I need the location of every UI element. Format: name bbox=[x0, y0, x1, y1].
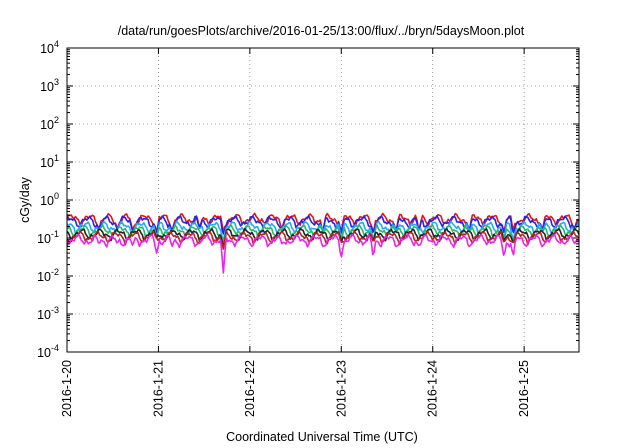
y-tick-label-base: 10 bbox=[37, 346, 51, 360]
y-tick-label-exp: -3 bbox=[51, 305, 59, 315]
y-axis-label: cGy/day bbox=[18, 176, 32, 223]
x-tick-label: 2016-1-23 bbox=[334, 360, 348, 417]
y-tick-label-base: 10 bbox=[37, 270, 51, 284]
chart-title: /data/run/goesPlots/archive/2016-01-25/1… bbox=[118, 24, 525, 38]
y-tick-label: 103 bbox=[40, 77, 59, 94]
y-tick-label: 100 bbox=[40, 191, 59, 208]
y-tick-label-base: 10 bbox=[37, 308, 51, 322]
y-tick-label-base: 10 bbox=[40, 118, 54, 132]
series-line bbox=[66, 230, 580, 250]
x-tick-label: 2016-1-25 bbox=[517, 360, 531, 417]
y-tick-label-base: 10 bbox=[40, 194, 54, 208]
y-tick-label: 101 bbox=[40, 153, 59, 170]
y-tick-label-base: 10 bbox=[40, 80, 54, 94]
y-tick-label-exp: 3 bbox=[54, 77, 59, 87]
x-tick-label: 2016-1-22 bbox=[243, 360, 257, 417]
y-tick-label: 10-3 bbox=[37, 305, 59, 322]
y-tick-label-exp: -4 bbox=[51, 343, 59, 353]
y-tick-label: 102 bbox=[40, 115, 59, 132]
y-tick-label-exp: 0 bbox=[54, 191, 59, 201]
y-tick-label-base: 10 bbox=[37, 232, 51, 246]
series-line bbox=[66, 233, 580, 274]
y-tick-label: 104 bbox=[40, 39, 59, 56]
x-tick-label: 2016-1-24 bbox=[426, 360, 440, 417]
y-tick-label: 10-2 bbox=[37, 267, 59, 284]
y-tick-label-exp: 4 bbox=[54, 39, 59, 49]
y-tick-label-exp: 1 bbox=[54, 153, 59, 163]
y-tick-label-exp: 2 bbox=[54, 115, 59, 125]
series-group bbox=[66, 212, 580, 274]
y-tick-label-exp: -2 bbox=[51, 267, 59, 277]
grid bbox=[67, 48, 579, 352]
x-axis-ticks: 2016-1-20 2016-1-21 2016-1-22 2016-1-23 2016… bbox=[60, 48, 531, 417]
y-tick-label: 10-1 bbox=[37, 229, 59, 246]
x-axis-label: Coordinated Universal Time (UTC) bbox=[226, 430, 418, 444]
x-tick-label: 2016-1-21 bbox=[151, 360, 165, 417]
y-tick-label-base: 10 bbox=[40, 156, 54, 170]
x-tick-label: 2016-1-20 bbox=[60, 360, 74, 417]
y-tick-label: 10-4 bbox=[37, 343, 59, 360]
y-tick-label-exp: -1 bbox=[51, 229, 59, 239]
y-tick-label-base: 10 bbox=[40, 42, 54, 56]
